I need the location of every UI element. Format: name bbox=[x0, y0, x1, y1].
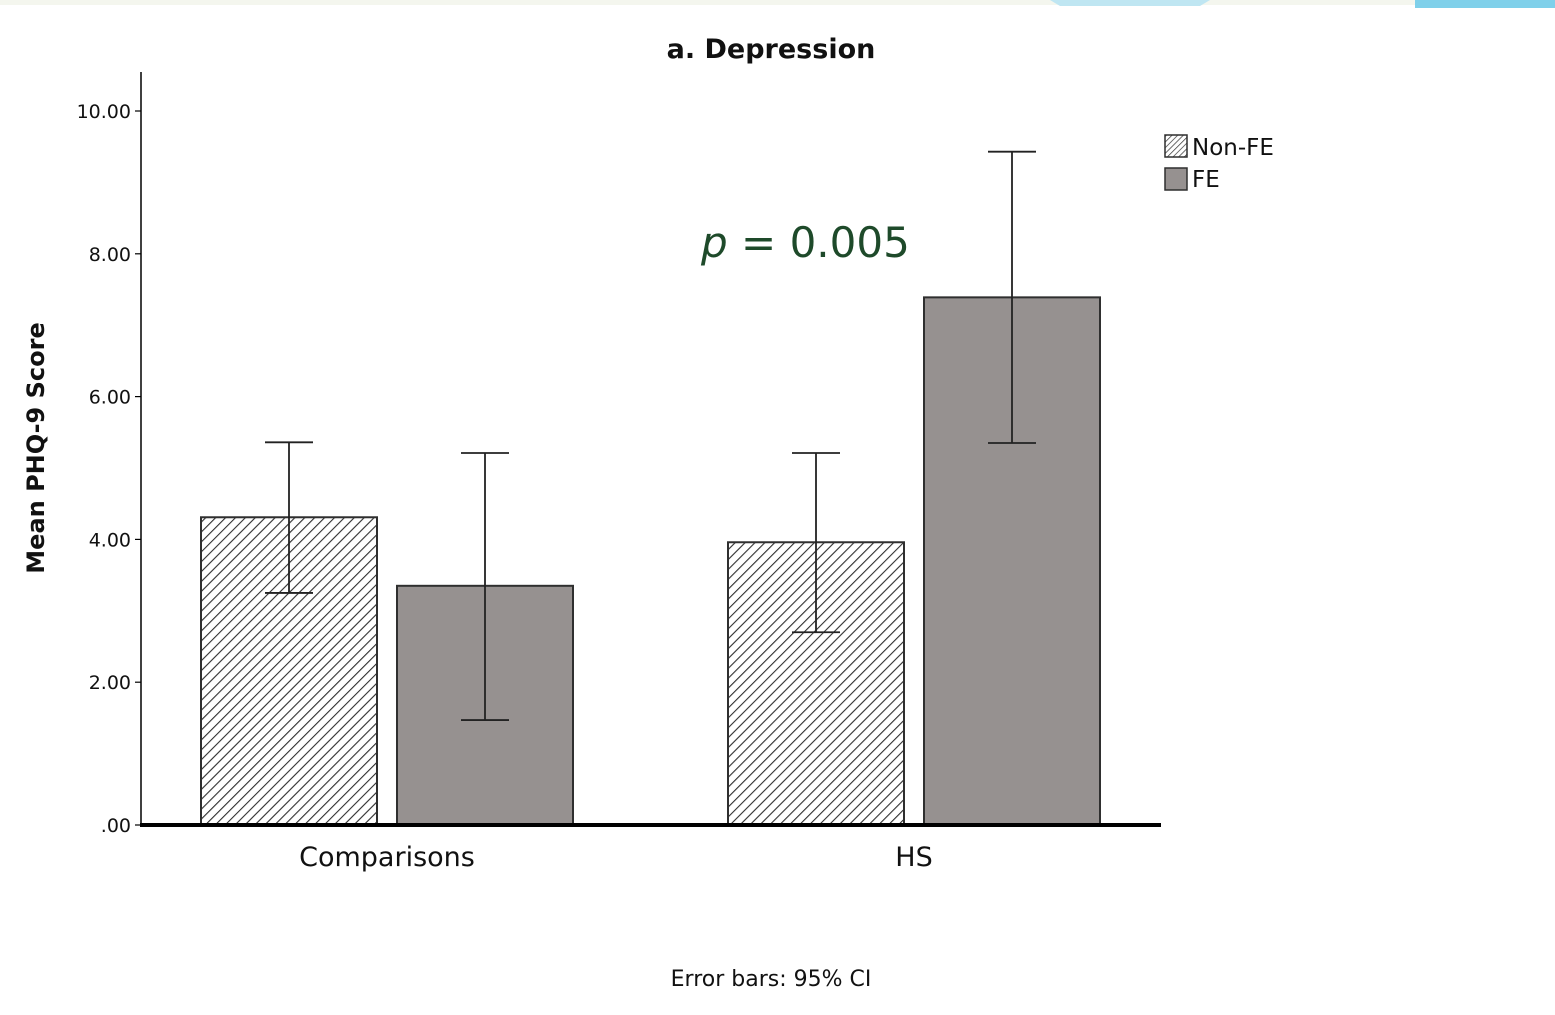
legend-label-fe: FE bbox=[1192, 167, 1220, 193]
x-tick-label-comparisons: Comparisons bbox=[299, 842, 475, 873]
chart-title: a. Depression bbox=[667, 34, 876, 65]
top-banner-strip bbox=[0, 0, 1555, 5]
y-tick-label-5: 10.00 bbox=[77, 101, 131, 123]
legend-label-non-fe: Non-FE bbox=[1192, 135, 1274, 161]
bars bbox=[200, 296, 1101, 826]
x-axis-ticks: Comparisons HS bbox=[299, 842, 933, 873]
legend-swatch-fe bbox=[1164, 167, 1188, 191]
y-tick-label-4: 8.00 bbox=[89, 244, 131, 266]
error-bars bbox=[265, 150, 1036, 721]
x-tick-label-hs: HS bbox=[895, 842, 932, 873]
y-tick-label-0: .00 bbox=[101, 815, 131, 837]
y-axis-label: Mean PHQ-9 Score bbox=[22, 322, 50, 573]
p-symbol: p bbox=[700, 218, 728, 267]
p-value-annotation: p = 0.005 bbox=[700, 218, 910, 267]
y-tick-label-1: 2.00 bbox=[89, 672, 131, 694]
top-banner-stripe bbox=[1050, 0, 1210, 6]
p-value-text: = 0.005 bbox=[728, 218, 910, 267]
y-tick-label-3: 6.00 bbox=[89, 387, 131, 409]
top-banner-block bbox=[1415, 0, 1555, 8]
footnote: Error bars: 95% CI bbox=[671, 967, 872, 992]
y-axis-ticks: .00 2.00 4.00 6.00 8.00 10.00 bbox=[77, 101, 141, 837]
legend-swatch-non-fe bbox=[1164, 134, 1188, 158]
legend: Non-FE FE bbox=[1164, 134, 1274, 193]
y-tick-label-2: 4.00 bbox=[89, 529, 131, 551]
